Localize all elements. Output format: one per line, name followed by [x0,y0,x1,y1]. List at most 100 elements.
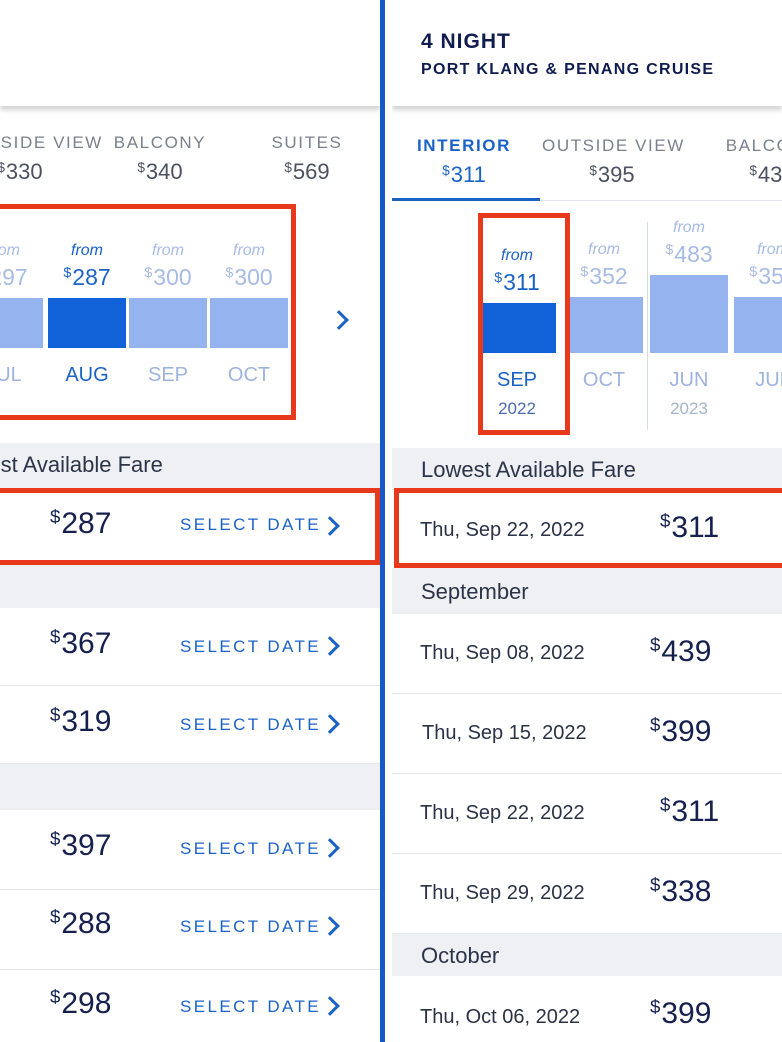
section-header [0,764,380,810]
tab-price: $395 [589,162,635,187]
tab-label: SUITES [271,133,343,152]
lowest-fare-row[interactable]: Thu, Sep 22, 2022 $311 [392,490,782,568]
section-header: Lowest Available Fare [0,443,380,488]
price-bar [210,298,288,348]
tab-balcony[interactable]: BALCONY $340 [100,133,220,185]
year-label: 2022 [498,399,536,418]
price-bar [650,275,728,353]
year-separator [647,222,648,430]
month-option-sep[interactable]: from $311 SEP 2022 [478,0,556,418]
from-label: from [501,247,533,264]
date-row[interactable]: $298 SELECT DATE [0,970,380,1042]
from-label: from [233,242,265,259]
right-screen: 4 NIGHT PORT KLANG & PENANG CRUISE INTER… [392,0,782,1042]
tab-price: $311 [442,162,486,187]
month-label: JUL [0,364,22,386]
month-price: $300 [144,264,192,290]
tab-label: BALCONY [725,136,782,155]
sail-date: Thu, Sep 15, 2022 [422,722,587,744]
date-row[interactable]: Thu, Sep 08, 2022 $439 [392,614,782,694]
date-row[interactable]: $319 SELECT DATE [0,686,380,764]
date-row[interactable]: Thu, Sep 29, 2022 $338 [392,854,782,934]
date-row[interactable]: Thu, Oct 06, 2022 $399 [392,976,782,1042]
month-option-aug[interactable]: from $287 AUG [48,0,126,386]
sail-date: Thu, Sep 22, 2022 [420,519,585,541]
section-header [0,565,380,608]
month-option-jun[interactable]: from $483 JUN 2023 [650,0,728,418]
select-date-button[interactable]: SELECT DATE [180,637,322,656]
group-title: October [421,943,500,968]
price-bar [734,297,782,353]
month-price: $352 [580,263,628,289]
fare-price: $287 [50,506,112,541]
price-bar [129,298,207,348]
tab-label: OUTSIDE VIEW [542,136,685,155]
section-title: Lowest Available Fare [0,452,163,477]
month-price: $297 [0,264,28,290]
month-label: JUN [669,369,709,391]
month-label: AUG [65,364,109,386]
month-label: OCT [227,364,271,386]
chevron-right-icon [320,636,340,656]
select-date-button[interactable]: SELECT DATE [180,917,322,936]
select-date-button[interactable]: SELECT DATE [180,715,322,734]
header [0,0,380,106]
month-option-oct[interactable]: from $300 OCT [210,0,288,386]
select-date-button[interactable]: SELECT DATE [180,839,322,858]
select-date-button[interactable]: SELECT DATE [180,515,322,534]
month-option-sep[interactable]: from $300 SEP [129,0,207,386]
tab-outside-view[interactable]: OUTSIDE VIEW $395 [542,136,685,188]
month-group-header: October [392,934,782,976]
sail-date: Thu, Sep 08, 2022 [420,642,585,664]
chevron-right-icon [320,916,340,936]
chevron-right-icon [320,838,340,858]
section-header: Lowest Available Fare [392,448,782,490]
month-option-oct[interactable]: from $352 OCT [565,0,643,391]
lowest-fare-row[interactable]: $287 SELECT DATE [0,488,380,565]
tab-label: INTERIOR [416,136,512,155]
tab-outside-view[interactable]: OUTSIDE VIEW $330 [0,133,103,185]
group-title: September [421,579,529,604]
cruise-title: 4 NIGHT [421,30,511,53]
fare-price: $288 [50,906,112,941]
month-price: $287 [63,264,111,290]
fare-price: $311 [660,794,720,829]
fare-price: $311 [660,510,720,545]
date-row[interactable]: $367 SELECT DATE [0,608,380,686]
tab-price: $569 [284,159,330,184]
chevron-right-icon [320,714,340,734]
price-bar [0,298,43,348]
price-bar [478,303,556,353]
chevron-right-icon [320,996,340,1016]
from-label: from [757,241,782,258]
tab-interior[interactable]: INTERIOR $311 [414,136,514,188]
tab-label: OUTSIDE VIEW [0,133,103,152]
tab-price: $439 [749,162,782,187]
chevron-right-icon[interactable] [329,310,349,330]
year-label: 2023 [670,399,708,418]
active-tab-indicator [392,198,540,201]
month-label: JUL [755,369,782,391]
from-label: from [673,219,705,236]
chevron-right-icon [320,516,340,536]
month-option-jul[interactable]: from $297 JUL [0,0,43,386]
fare-price: $399 [650,714,712,749]
date-row[interactable]: Thu, Sep 15, 2022 $399 [392,694,782,774]
month-option-jul[interactable]: from $352 JUL [734,0,782,391]
left-screen: OUTSIDE VIEW $330 BALCONY $340 SUITES $5… [0,0,380,1042]
price-bar [565,297,643,353]
date-row[interactable]: $397 SELECT DATE [0,810,380,890]
fare-price: $439 [650,634,712,669]
from-label: from [152,242,184,259]
select-date-button[interactable]: SELECT DATE [180,997,322,1016]
sail-date: Thu, Sep 22, 2022 [420,802,585,824]
header: 4 NIGHT PORT KLANG & PENANG CRUISE [392,0,782,106]
month-price: $300 [225,264,273,290]
section-title: Lowest Available Fare [421,457,636,482]
date-row[interactable]: Thu, Sep 22, 2022 $311 [392,774,782,854]
tab-suites[interactable]: SUITES $569 [262,133,352,185]
month-price: $483 [665,241,713,267]
price-bar [48,298,126,348]
tab-balcony[interactable]: BALCONY $439 [717,136,782,188]
date-row[interactable]: $288 SELECT DATE [0,890,380,970]
